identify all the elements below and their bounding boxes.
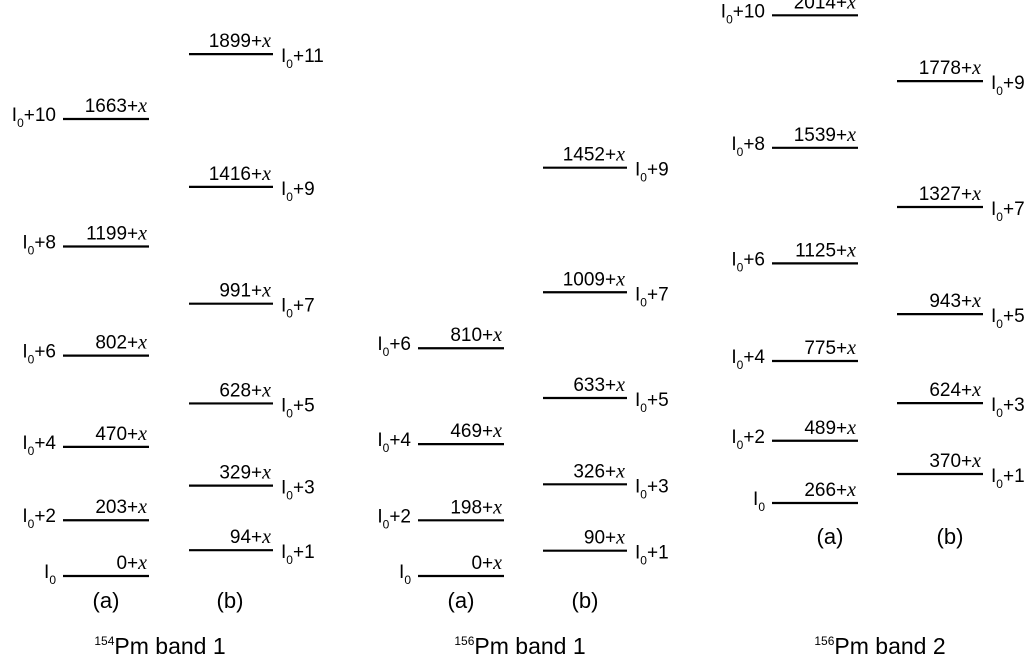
energy-label: 0+x <box>116 552 147 574</box>
spin-label: I0 <box>399 562 411 587</box>
spin-label: I0+3 <box>991 395 1025 420</box>
energy-label: 326+x <box>573 460 625 482</box>
energy-label: 1416+x <box>209 163 271 185</box>
spin-label: I0 <box>44 562 56 587</box>
energy-label: 1452+x <box>563 144 625 166</box>
column-label: (a) <box>448 588 475 613</box>
column-label: (b) <box>572 588 599 613</box>
spin-label: I0+7 <box>635 284 669 309</box>
energy-label: 0+x <box>471 552 502 574</box>
panel-2: 0+x I0 198+x I0+2 469+x I0+4 810+x I0+6 (a) 90+x I… <box>377 144 668 659</box>
panel-title: 156Pm band 1 <box>454 633 585 659</box>
energy-label: 90+x <box>584 527 625 549</box>
spin-label: I0 <box>753 489 765 514</box>
spin-label: I0+11 <box>281 46 324 71</box>
energy-label: 991+x <box>219 280 271 302</box>
spin-label: I0+6 <box>731 249 765 274</box>
energy-label: 2014+x <box>794 0 856 13</box>
spin-label: I0+10 <box>12 105 56 130</box>
energy-label: 266+x <box>804 479 856 501</box>
spin-label: I0+7 <box>991 199 1025 224</box>
spin-label: I0+1 <box>281 542 315 567</box>
panel-title: 154Pm band 1 <box>94 633 225 659</box>
energy-label: 628+x <box>219 379 271 401</box>
spin-label: I0+5 <box>635 390 669 415</box>
spin-label: I0+9 <box>635 160 669 185</box>
energy-label: 943+x <box>929 290 981 312</box>
energy-label: 370+x <box>929 450 981 472</box>
energy-label: 469+x <box>450 420 502 442</box>
energy-label: 624+x <box>929 379 981 401</box>
energy-label: 802+x <box>95 332 147 354</box>
spin-label: I0+1 <box>635 543 669 568</box>
panel-1: 0+x I0 203+x I0+2 470+x I0+4 802+x I0+6 1199+x I0… <box>12 30 324 659</box>
column-label: (b) <box>937 524 964 549</box>
energy-label: 1327+x <box>919 183 981 205</box>
spin-label: I0+9 <box>991 73 1025 98</box>
spin-label: I0+4 <box>377 430 411 455</box>
panel-3: 266+x I0 489+x I0+2 775+x I0+4 1125+x I0+6 1539+… <box>721 0 1025 659</box>
spin-label: I0+8 <box>22 233 56 258</box>
column-label: (b) <box>217 588 244 613</box>
energy-label: 198+x <box>450 496 502 518</box>
spin-label: I0+5 <box>281 395 315 420</box>
spin-label: I0+1 <box>991 466 1025 491</box>
energy-label: 1539+x <box>794 124 856 146</box>
energy-label: 1199+x <box>86 223 147 245</box>
energy-label: 775+x <box>804 337 856 359</box>
energy-label: 203+x <box>95 496 147 518</box>
spin-label: I0+6 <box>22 342 56 367</box>
spin-label: I0+3 <box>281 478 315 503</box>
spin-label: I0+5 <box>991 306 1025 331</box>
energy-label: 810+x <box>450 324 502 346</box>
column-label: (a) <box>93 588 120 613</box>
energy-label: 489+x <box>804 417 856 439</box>
energy-label: 329+x <box>219 462 271 484</box>
energy-label: 1125+x <box>795 239 856 261</box>
spin-label: I0+4 <box>731 347 765 372</box>
spin-label: I0+6 <box>377 334 411 359</box>
spin-label: I0+3 <box>635 476 669 501</box>
energy-label: 470+x <box>95 423 147 445</box>
spin-label: I0+10 <box>721 1 765 26</box>
spin-label: I0+8 <box>731 134 765 159</box>
energy-label: 633+x <box>573 374 625 396</box>
energy-label: 94+x <box>230 526 271 548</box>
energy-label: 1009+x <box>563 268 625 290</box>
spin-label: I0+2 <box>22 506 56 531</box>
spin-label: I0+4 <box>22 433 56 458</box>
spin-label: I0+7 <box>281 296 315 321</box>
spin-label: I0+2 <box>731 427 765 452</box>
energy-label: 1663+x <box>85 95 147 117</box>
energy-label: 1899+x <box>209 30 271 52</box>
spin-label: I0+2 <box>377 506 411 531</box>
energy-label: 1778+x <box>919 57 981 79</box>
spin-label: I0+9 <box>281 179 315 204</box>
column-label: (a) <box>817 524 844 549</box>
panel-title: 156Pm band 2 <box>814 633 945 659</box>
